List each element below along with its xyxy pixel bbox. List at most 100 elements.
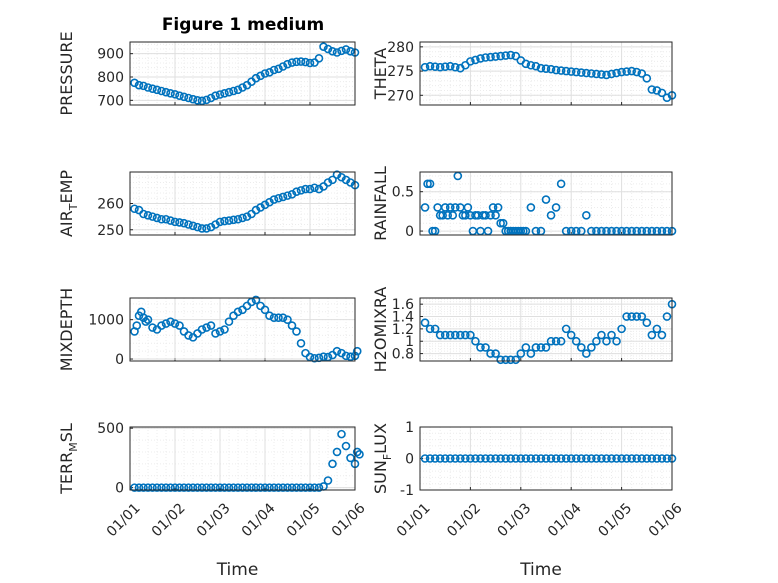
- data-point: [188, 94, 198, 104]
- data-point: [597, 454, 606, 463]
- data-point: [328, 47, 337, 56]
- data-point: [197, 325, 207, 334]
- data-point: [546, 64, 556, 74]
- data-point: [352, 346, 362, 356]
- y-tick-label: 0: [405, 224, 414, 240]
- y-tick-label: 500: [97, 421, 124, 437]
- data-point: [541, 343, 551, 352]
- data-point: [265, 68, 274, 77]
- data-point: [355, 450, 364, 459]
- data-point: [420, 62, 430, 72]
- data-point: [662, 454, 672, 463]
- data-point: [617, 67, 626, 77]
- data-point: [197, 96, 207, 106]
- data-point: [521, 59, 531, 69]
- data-point: [466, 330, 475, 340]
- data-point: [657, 88, 667, 98]
- data-point: [296, 186, 306, 195]
- data-point: [256, 483, 265, 492]
- data-point: [571, 67, 581, 77]
- data-point: [143, 83, 153, 92]
- data-point: [337, 429, 346, 439]
- data-point: [450, 330, 460, 340]
- data-point: [323, 44, 333, 54]
- data-point: [582, 349, 591, 358]
- data-point: [197, 483, 207, 492]
- data-point: [179, 92, 189, 102]
- data-point: [587, 454, 596, 463]
- data-point: [506, 454, 516, 463]
- data-point: [220, 325, 229, 334]
- data-point: [175, 483, 184, 492]
- data-point: [283, 483, 292, 492]
- data-point: [251, 295, 261, 305]
- data-point: [166, 89, 175, 98]
- subplot-3: 250 260 AIRTEMP: [57, 170, 360, 239]
- data-point: [556, 66, 566, 75]
- data-point: [188, 483, 198, 492]
- data-point: [130, 483, 139, 492]
- x-axis-label: Time: [216, 560, 259, 580]
- data-point: [556, 179, 566, 189]
- x-axis-label: Time: [519, 560, 562, 580]
- data-point: [346, 47, 355, 56]
- data-point: [481, 343, 490, 352]
- data-point: [420, 318, 430, 328]
- y-tick-label: 1.2: [392, 322, 414, 338]
- y-axis-label: H2OMIXRA: [371, 287, 390, 373]
- data-point: [582, 454, 591, 463]
- axes-background: [130, 427, 355, 490]
- y-tick-label: 1: [405, 420, 414, 436]
- data-point: [319, 42, 328, 51]
- data-point: [486, 454, 495, 463]
- data-point: [466, 57, 475, 66]
- data-point: [310, 483, 319, 492]
- data-point: [461, 211, 470, 220]
- y-axis-label: PRESSURE: [57, 31, 76, 115]
- data-point: [571, 336, 581, 346]
- data-point: [193, 483, 202, 492]
- data-point: [206, 93, 216, 103]
- data-point: [346, 453, 355, 463]
- data-point: [269, 313, 279, 322]
- data-point: [287, 58, 297, 67]
- data-point: [632, 454, 642, 463]
- data-point: [296, 57, 306, 66]
- data-point: [134, 80, 144, 90]
- data-point: [141, 317, 151, 326]
- data-point: [617, 324, 626, 334]
- data-point: [450, 62, 460, 72]
- data-point: [224, 483, 234, 492]
- data-point: [130, 78, 139, 88]
- data-point: [202, 224, 211, 233]
- axes-frame: [129, 297, 356, 362]
- data-point: [637, 69, 647, 78]
- data-point: [269, 195, 279, 204]
- data-point: [202, 483, 211, 492]
- y-tick-label: 800: [97, 70, 124, 86]
- data-point: [305, 184, 315, 194]
- y-tick-label: 1000: [88, 313, 124, 329]
- data-point: [440, 454, 450, 463]
- data-point: [346, 352, 355, 361]
- data-point: [657, 330, 667, 340]
- data-point: [314, 54, 324, 63]
- data-point: [592, 336, 601, 346]
- figure-title: Figure 1 medium: [162, 15, 324, 35]
- data-point: [148, 483, 157, 492]
- data-point: [617, 454, 626, 463]
- data-point: [215, 217, 225, 227]
- data-point: [576, 68, 586, 77]
- data-point: [148, 84, 157, 93]
- data-point: [251, 483, 261, 492]
- data-point: [341, 45, 351, 54]
- data-point: [161, 87, 171, 97]
- data-point: [541, 195, 551, 204]
- y-tick-label: 280: [387, 40, 414, 56]
- data-point: [224, 317, 234, 326]
- data-point: [157, 321, 166, 330]
- data-point: [627, 66, 636, 76]
- y-axis-label: MIXDEPTH: [57, 288, 76, 371]
- data-point: [607, 454, 616, 463]
